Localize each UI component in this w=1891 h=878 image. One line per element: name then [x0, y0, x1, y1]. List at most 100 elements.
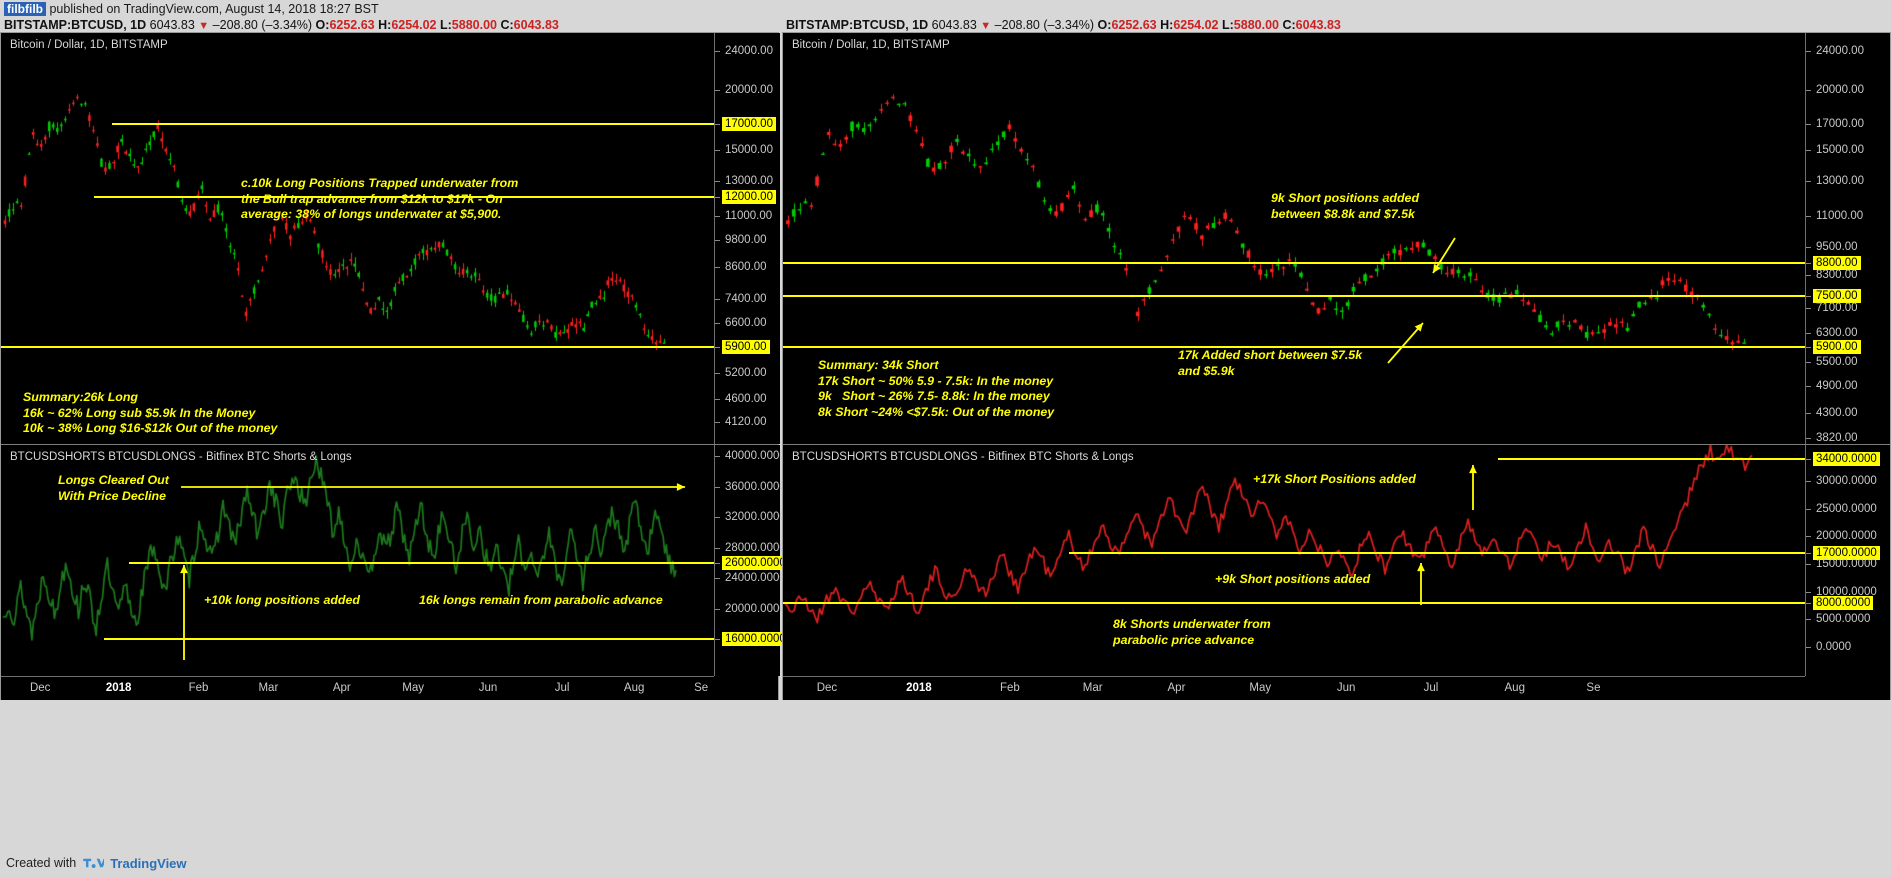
axis-tickmark [715, 639, 720, 641]
axis-price-label: 8600.00 [725, 261, 767, 274]
arrow-10k-added [180, 565, 188, 660]
axis-tickmark [1806, 246, 1811, 248]
axis-tickmark [1806, 274, 1811, 276]
axis-price-label: 13000.00 [725, 174, 773, 187]
axis-tickmark [715, 547, 720, 549]
left-price-axis[interactable]: 24000.00 20000.00 17000.00 15000.00 13000.00… [714, 33, 780, 444]
quote-line-right: BITSTAMP:BTCUSD, 1D 6043.83 ▼ –208.80 (–… [786, 17, 1341, 34]
axis-price-label: 9500.00 [1816, 240, 1858, 253]
down-triangle-icon-right: ▼ [980, 20, 992, 32]
left-indicator-axis[interactable]: 40000.0000 36000.0000 32000.0000 28000.0000… [714, 445, 789, 676]
high-label-right: H: [1160, 18, 1174, 32]
low-value-right: 5880.00 [1233, 18, 1279, 32]
axis-price-label-highlighted[interactable]: 17000.0000 [1813, 545, 1880, 560]
axis-tickmark [1806, 458, 1811, 460]
axis-price-label: 4120.00 [725, 416, 767, 429]
tradingview-brand[interactable]: TradingView [110, 855, 187, 871]
price-level-line [783, 261, 1805, 264]
left-price-canvas [1, 33, 714, 444]
axis-tickmark [715, 562, 720, 564]
axis-price-label: 8300.00 [1816, 268, 1858, 281]
arrow-17k-positions-added [1469, 465, 1477, 510]
right-indicator-pane[interactable]: 34000.0000 30000.0000 25000.0000 20000.0000… [783, 445, 1890, 700]
axis-price-label-highlighted[interactable]: 26000.0000 [722, 555, 789, 570]
left-time-axis[interactable]: Dec 2018 Feb Mar Apr May Jun Jul Aug Se [1, 676, 714, 700]
axis-tickmark [1806, 385, 1811, 387]
axis-price-label: 20000.00 [1816, 83, 1864, 96]
axis-price-label-highlighted[interactable]: 34000.0000 [1813, 451, 1880, 466]
open-value-right: 6252.63 [1111, 18, 1157, 32]
open-label-right: O: [1097, 18, 1112, 32]
right-annotation-9k-shorts: 9k Short positions added between $8.8k a… [1271, 191, 1420, 221]
axis-price-label-highlighted[interactable]: 17000.00 [722, 117, 776, 132]
right-price-axis[interactable]: 24000.00 20000.00 17000.00 15000.00 13000.00… [1805, 33, 1890, 444]
quote-line-left: BITSTAMP:BTCUSD, 1D 6043.83 ▼ –208.80 (–… [4, 17, 559, 34]
time-axis-label: May [402, 682, 424, 694]
left-indicator-pane-title: BTCUSDSHORTS BTCUSDLONGS - Bitfinex BTC … [10, 451, 352, 463]
axis-tickmark [715, 608, 720, 610]
right-annotation-8k-underwater: 8k Shorts underwater from parabolic pric… [1113, 617, 1271, 647]
axis-price-label: 32000.0000 [725, 511, 786, 524]
left-price-plot[interactable] [1, 33, 714, 444]
price-level-line [1069, 551, 1805, 554]
axis-price-label-highlighted[interactable]: 7500.00 [1813, 289, 1861, 304]
chart-board-right[interactable]: 24000.00 20000.00 17000.00 15000.00 13000.00… [782, 32, 1891, 700]
axis-tickmark [1806, 332, 1811, 334]
axis-price-label: 40000.0000 [725, 450, 786, 463]
axis-price-label: 11000.00 [1816, 209, 1864, 222]
left-price-pane[interactable]: 24000.00 20000.00 17000.00 15000.00 13000.00… [1, 33, 780, 445]
axis-price-label: 13000.00 [1816, 174, 1864, 187]
axis-price-label-highlighted[interactable]: 8800.00 [1813, 255, 1861, 270]
right-indicator-axis[interactable]: 34000.0000 30000.0000 25000.0000 20000.0000… [1805, 445, 1890, 676]
right-price-pane[interactable]: 24000.00 20000.00 17000.00 15000.00 13000.00… [783, 33, 1890, 445]
symbol-label-right[interactable]: BITSTAMP:BTCUSD, 1D [786, 18, 929, 32]
left-indicator-canvas [1, 445, 714, 676]
chart-board-left[interactable]: 24000.00 20000.00 17000.00 15000.00 13000.00… [0, 32, 789, 700]
axis-price-label: 9800.00 [725, 233, 767, 246]
axis-price-label-highlighted[interactable]: 16000.0000 [722, 632, 789, 647]
right-time-axis[interactable]: Dec 2018 Feb Mar Apr May Jun Jul Aug Se [783, 676, 1805, 700]
time-axis-label: Jun [1336, 682, 1356, 694]
axis-price-label: 6300.00 [1816, 326, 1858, 339]
time-axis-label: May [1249, 682, 1272, 694]
axis-price-label: 4600.00 [725, 393, 767, 406]
axis-price-label-highlighted[interactable]: 8000.0000 [1813, 595, 1874, 610]
axis-price-label: 5000.0000 [1816, 613, 1871, 626]
last-price-left: 6043.83 [149, 18, 195, 32]
right-annotation-summary: Summary: 34k Short 17k Short ~ 50% 5.9 -… [818, 358, 1055, 419]
close-label-left: C: [500, 18, 514, 32]
price-level-line [111, 123, 714, 126]
time-axis-label: Feb [999, 682, 1020, 694]
axis-tickmark [1806, 591, 1811, 593]
right-indicator-plot[interactable] [783, 445, 1805, 676]
axis-price-label-highlighted[interactable]: 12000.00 [722, 190, 776, 205]
left-indicator-pane[interactable]: 40000.0000 36000.0000 32000.0000 28000.0000… [1, 445, 789, 700]
right-price-canvas [783, 33, 1805, 444]
arrow-longs-cleared [181, 483, 685, 491]
axis-tickmark [1806, 346, 1811, 348]
axis-price-label: 11000.00 [725, 209, 773, 222]
price-level-line [93, 196, 714, 199]
axis-tickmark [715, 399, 720, 401]
axis-tickmark [715, 267, 720, 269]
axis-price-label-highlighted[interactable]: 5900.00 [1813, 339, 1861, 354]
axis-price-label: 15000.00 [1816, 144, 1864, 157]
footer: Created with TradingView [0, 848, 1891, 878]
right-annotation-17k-added: +17k Short Positions added [1253, 472, 1416, 486]
left-indicator-plot[interactable] [1, 445, 714, 676]
publisher-name[interactable]: filbfilb [4, 2, 46, 16]
right-indicator-canvas [783, 445, 1805, 676]
axis-price-label-highlighted[interactable]: 5900.00 [722, 339, 770, 354]
axis-tickmark [1806, 262, 1811, 264]
time-axis-label: Jul [1423, 682, 1439, 694]
time-axis-label: Dec [29, 682, 51, 694]
symbol-label-left[interactable]: BITSTAMP:BTCUSD, 1D [4, 18, 147, 32]
right-price-plot[interactable] [783, 33, 1805, 444]
axis-price-label: 5500.00 [1816, 355, 1858, 368]
high-label-left: H: [378, 18, 392, 32]
time-axis-label: Aug [623, 682, 645, 694]
open-value-left: 6252.63 [329, 18, 375, 32]
axis-price-label: 20000.0000 [725, 602, 786, 615]
axis-tickmark [715, 486, 720, 488]
time-axis-label: Aug [1504, 682, 1525, 694]
